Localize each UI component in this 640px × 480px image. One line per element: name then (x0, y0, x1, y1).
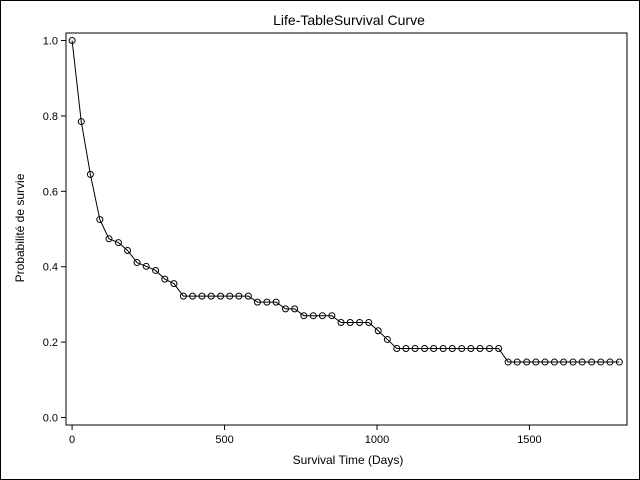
data-point (550, 358, 558, 366)
data-point (161, 275, 169, 283)
data-point (597, 358, 605, 366)
data-point (458, 344, 466, 352)
data-point (532, 358, 540, 366)
y-tick-label: 0.2 (43, 337, 58, 349)
data-point (77, 118, 85, 126)
data-point (402, 344, 410, 352)
data-point (328, 312, 336, 320)
data-point (346, 318, 354, 326)
data-point (523, 358, 531, 366)
data-point (569, 358, 577, 366)
data-point (504, 358, 512, 366)
data-point (541, 358, 549, 366)
data-point (235, 292, 243, 300)
series-line (71, 40, 620, 363)
data-point (606, 358, 614, 366)
y-tick-label: 0.4 (43, 262, 58, 274)
data-point (356, 318, 364, 326)
data-point (309, 312, 317, 320)
data-point (430, 344, 438, 352)
y-tick-label: 1.0 (43, 36, 58, 48)
data-point (105, 235, 113, 243)
x-axis: 0 500 1000 1500 (69, 425, 542, 446)
data-point (152, 266, 160, 274)
data-point (96, 216, 104, 224)
x-axis-label: Survival Time (Days) (293, 453, 404, 467)
data-point (337, 318, 345, 326)
data-point (133, 259, 141, 267)
data-point (291, 305, 299, 313)
plot-area (65, 32, 628, 426)
data-point (179, 292, 187, 300)
data-point (114, 239, 122, 247)
data-point (226, 292, 234, 300)
chart-title: Life-TableSurvival Curve (273, 12, 425, 28)
x-tick-label: 0 (69, 434, 75, 446)
data-point (86, 170, 94, 178)
data-point (198, 292, 206, 300)
data-point (513, 358, 521, 366)
data-point (439, 344, 447, 352)
data-point (421, 344, 429, 352)
data-point (448, 344, 456, 352)
data-point (318, 312, 326, 320)
y-axis: 0.0 0.2 0.4 0.6 0.8 1.0 (43, 36, 66, 424)
data-point (217, 292, 225, 300)
data-point (189, 292, 197, 300)
data-point (374, 327, 382, 335)
x-tick-label: 1000 (365, 434, 389, 446)
data-point (124, 246, 132, 254)
data-point (142, 262, 150, 270)
data-point (253, 298, 261, 306)
data-point (411, 344, 419, 352)
data-point (588, 358, 596, 366)
data-point (282, 305, 290, 313)
data-point (207, 292, 215, 300)
y-axis-label: Probabilité de survie (13, 173, 27, 282)
data-point (300, 312, 308, 320)
series-markers (68, 37, 623, 366)
x-tick-label: 500 (215, 434, 233, 446)
data-point (578, 358, 586, 366)
data-point (495, 344, 503, 352)
data-point (383, 335, 391, 343)
data-point (393, 344, 401, 352)
data-point (615, 358, 623, 366)
y-tick-label: 0.0 (43, 412, 58, 424)
data-point (170, 280, 178, 288)
data-point (560, 358, 568, 366)
data-point (68, 37, 76, 45)
data-point (467, 344, 475, 352)
y-tick-label: 0.6 (43, 186, 58, 198)
data-point (244, 292, 252, 300)
data-point (263, 298, 271, 306)
data-point (272, 298, 280, 306)
y-tick-label: 0.8 (43, 111, 58, 123)
data-point (476, 344, 484, 352)
data-point (485, 344, 493, 352)
data-point (365, 318, 373, 326)
x-tick-label: 1500 (517, 434, 541, 446)
